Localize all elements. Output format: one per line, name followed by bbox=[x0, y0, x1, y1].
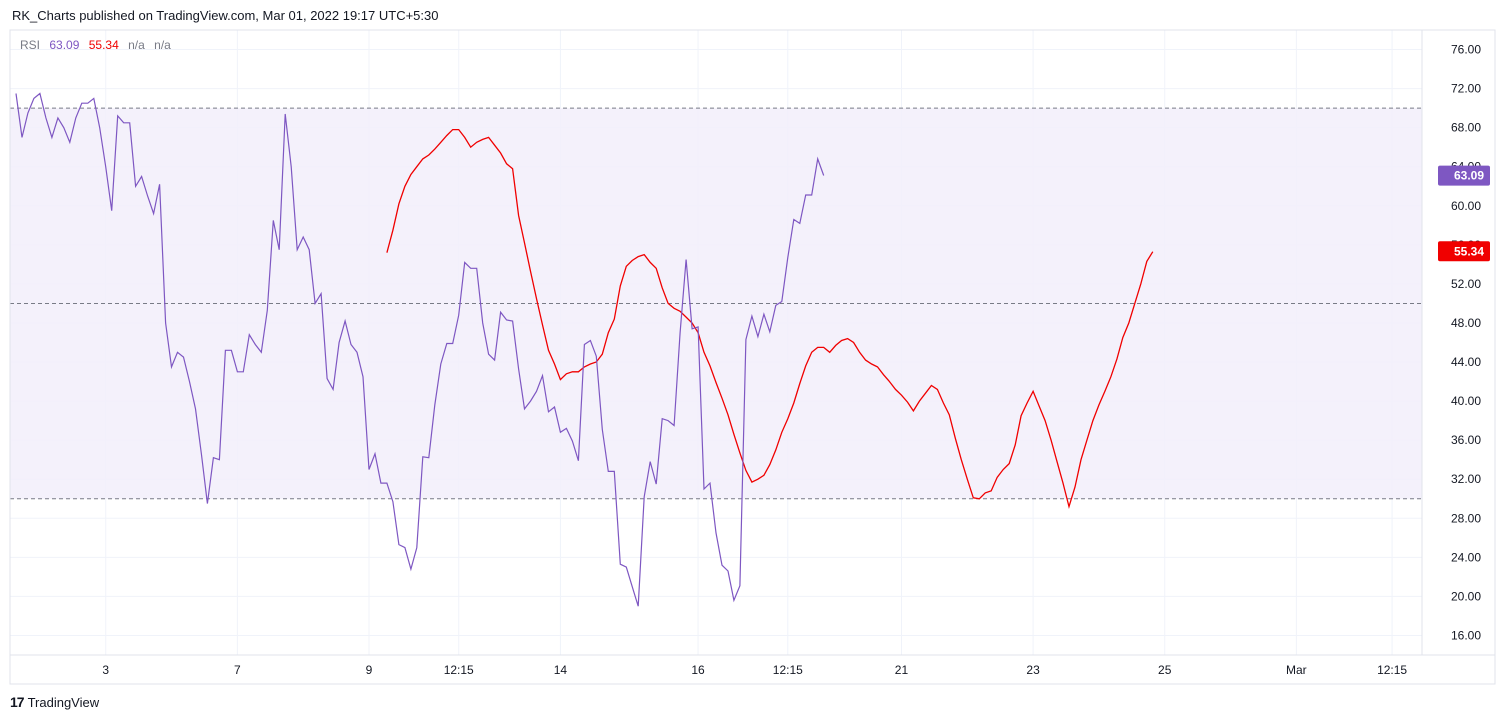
y-tick-label-9: 40.00 bbox=[1451, 394, 1481, 408]
tradingview-brand-text: TradingView bbox=[27, 694, 100, 710]
tradingview-logo-icon: 17 bbox=[10, 694, 25, 710]
x-tick-label-6: 12:15 bbox=[773, 663, 803, 677]
rsi-series-line bbox=[15, 92, 825, 607]
rsi-last-value-tag-bg bbox=[1438, 165, 1490, 186]
tradingview-logo[interactable]: 17 TradingView bbox=[10, 694, 99, 710]
indicator-legend: RSI 63.09 55.34 n/a n/a bbox=[20, 38, 177, 52]
y-tick-label-8: 44.00 bbox=[1451, 355, 1481, 369]
legend-na-2: n/a bbox=[154, 38, 171, 52]
y-tick-label-11: 32.00 bbox=[1451, 472, 1481, 486]
legend-na-1: n/a bbox=[128, 38, 145, 52]
x-tick-label-5: 16 bbox=[691, 663, 705, 677]
time-axis[interactable]: 3 7 9 12:15 14 16 12:15 21 23 25 Mar 12:15 bbox=[102, 663, 1407, 677]
legend-ma-value: 55.34 bbox=[88, 38, 119, 52]
y-tick-label-0: 76.00 bbox=[1451, 43, 1481, 57]
y-tick-label-13: 24.00 bbox=[1451, 550, 1481, 564]
ma-series-line bbox=[386, 128, 1154, 510]
y-tick-label-4: 60.00 bbox=[1451, 199, 1481, 213]
publish-info: RK_Charts published on TradingView.com, … bbox=[12, 8, 439, 23]
x-tick-label-8: 23 bbox=[1026, 663, 1040, 677]
x-tick-label-4: 14 bbox=[554, 663, 568, 677]
chart-frame bbox=[9, 29, 1496, 685]
y-tick-label-2: 68.00 bbox=[1451, 121, 1481, 135]
y-tick-label-6: 52.00 bbox=[1451, 277, 1481, 291]
ma-last-value-tag-bg bbox=[1438, 241, 1490, 262]
price-axis[interactable]: 76.0072.0068.0064.0060.0056.0052.0048.00… bbox=[1451, 43, 1481, 643]
y-tick-label-14: 20.00 bbox=[1451, 589, 1481, 603]
x-tick-label-1: 7 bbox=[234, 663, 241, 677]
y-tick-label-15: 16.00 bbox=[1451, 628, 1481, 642]
y-tick-label-10: 36.00 bbox=[1451, 433, 1481, 447]
x-tick-label-11: 12:15 bbox=[1377, 663, 1407, 677]
y-tick-label-12: 28.00 bbox=[1451, 511, 1481, 525]
y-tick-label-1: 72.00 bbox=[1451, 82, 1481, 96]
x-tick-label-7: 21 bbox=[895, 663, 909, 677]
x-tick-label-2: 9 bbox=[366, 663, 373, 677]
x-tick-label-3: 12:15 bbox=[444, 663, 474, 677]
x-tick-label-0: 3 bbox=[102, 663, 109, 677]
legend-indicator-name[interactable]: RSI bbox=[20, 38, 41, 52]
x-tick-label-9: 25 bbox=[1158, 663, 1172, 677]
outer-border bbox=[9, 29, 1496, 685]
legend-rsi-value: 63.09 bbox=[49, 38, 80, 52]
ma-last-value-tag-text: 55.34 bbox=[1454, 244, 1484, 258]
rsi-last-value-tag-text: 63.09 bbox=[1454, 169, 1484, 183]
y-tick-label-7: 48.00 bbox=[1451, 316, 1481, 330]
last-value-tags: 63.09 55.34 bbox=[1438, 165, 1490, 262]
x-tick-label-10: Mar bbox=[1286, 663, 1307, 677]
